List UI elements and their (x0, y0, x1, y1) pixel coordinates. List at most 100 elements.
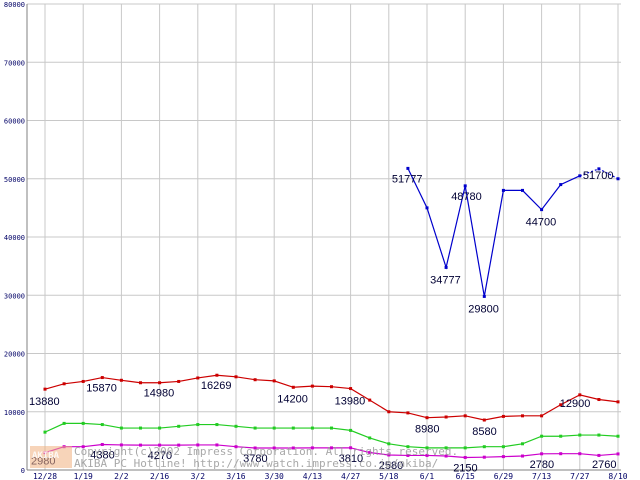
data-point-green (234, 424, 238, 428)
data-point-magenta (521, 454, 524, 458)
data-label: 2760 (592, 459, 616, 471)
data-point-magenta (196, 443, 200, 447)
data-point-green (387, 442, 391, 446)
data-point-magenta (559, 452, 563, 456)
y-tick-label: 40000 (4, 234, 25, 242)
data-point-red (330, 385, 333, 389)
x-tick-label: 8/10 (608, 472, 627, 480)
data-point-green (43, 430, 47, 434)
data-point-red (272, 379, 276, 383)
data-point-red (559, 403, 563, 407)
x-tick-label: 3/16 (226, 472, 245, 480)
data-point-green (158, 426, 162, 430)
data-label: 14200 (277, 393, 308, 405)
data-point-green (406, 445, 410, 449)
data-point-magenta (330, 446, 333, 450)
data-point-red (349, 387, 353, 391)
data-point-green (62, 421, 66, 425)
x-tick-label: 7/13 (532, 472, 551, 480)
data-point-green (540, 434, 544, 438)
data-point-magenta (425, 453, 429, 457)
data-point-green (501, 445, 505, 449)
data-point-green (349, 428, 353, 432)
data-point-magenta (368, 451, 372, 455)
data-point-magenta (291, 446, 295, 450)
axes: 0 10000 20000 30000 40000 50000 60000 70000 8000… (4, 1, 628, 480)
data-label: 44700 (526, 217, 557, 229)
x-tick-label: 1/19 (74, 472, 93, 480)
logo-text: AKIBA (32, 451, 60, 461)
data-point-red (100, 376, 104, 380)
data-label: 16269 (201, 380, 232, 392)
x-tick-label: 2/2 (114, 472, 129, 480)
data-point-red (196, 376, 200, 380)
data-label: 51700 (583, 170, 614, 182)
data-point-red (234, 375, 238, 379)
y-tick-label: 20000 (4, 351, 25, 359)
data-point-green (444, 446, 448, 450)
data-label: 8580 (472, 426, 496, 438)
data-label: 2780 (530, 459, 554, 471)
data-point-green (119, 426, 123, 430)
data-label: 13980 (335, 396, 366, 408)
data-point-red (597, 398, 601, 402)
data-label: 8980 (415, 424, 439, 436)
data-point-green (291, 426, 295, 430)
data-label: 3810 (339, 453, 363, 465)
data-point-blue (463, 184, 467, 188)
data-point-magenta (597, 453, 601, 457)
data-point-red (540, 414, 544, 418)
data-point-magenta (253, 446, 257, 450)
data-point-green (272, 426, 276, 430)
data-point-blue (540, 208, 544, 212)
x-tick-label: 3/2 (191, 472, 206, 480)
data-point-red (177, 379, 181, 383)
data-label: 15870 (86, 383, 117, 395)
x-tick-label: 2/16 (150, 472, 169, 480)
data-point-red (387, 410, 391, 414)
data-point-green (177, 424, 181, 428)
data-point-magenta (463, 455, 467, 459)
data-point-blue (597, 167, 601, 171)
data-label: 2580 (379, 460, 403, 472)
data-point-red (501, 414, 505, 418)
data-point-magenta (444, 454, 448, 458)
data-point-green (100, 423, 104, 427)
data-label: 48780 (451, 191, 482, 203)
data-point-magenta (215, 443, 219, 447)
y-tick-label: 0 (21, 467, 25, 475)
y-tick-label: 70000 (4, 59, 25, 67)
data-point-green (139, 426, 142, 430)
data-label: 34777 (430, 274, 461, 286)
data-label: 4380 (90, 449, 114, 461)
data-point-magenta (616, 452, 620, 456)
data-point-magenta (482, 455, 486, 459)
data-point-red (406, 411, 410, 415)
data-point-blue (578, 174, 582, 178)
data-point-blue (444, 265, 448, 269)
data-point-green (196, 423, 200, 427)
data-label: 2150 (453, 462, 477, 474)
data-point-red (463, 414, 467, 418)
x-tick-label: 6/1 (420, 472, 435, 480)
grid (27, 3, 621, 471)
data-point-blue (559, 183, 563, 187)
data-point-red (291, 385, 295, 389)
data-point-blue (616, 177, 620, 181)
data-point-magenta (139, 443, 142, 447)
data-point-green (310, 426, 314, 430)
data-point-magenta (310, 446, 314, 450)
data-point-magenta (406, 453, 410, 457)
data-point-green (616, 434, 620, 438)
data-label: 3780 (243, 453, 267, 465)
data-point-green (521, 442, 524, 446)
watermark-copyright: Copyright(c)2002 Impress Corporation. Al… (74, 445, 458, 458)
akiba-logo: AKIBA (30, 446, 72, 468)
data-point-magenta (81, 445, 85, 449)
data-point-red (139, 381, 142, 385)
y-tick-label: 50000 (4, 176, 25, 184)
data-point-red (62, 382, 66, 386)
data-point-blue (406, 166, 410, 170)
y-tick-label: 80000 (4, 1, 25, 9)
data-point-magenta (100, 442, 104, 446)
